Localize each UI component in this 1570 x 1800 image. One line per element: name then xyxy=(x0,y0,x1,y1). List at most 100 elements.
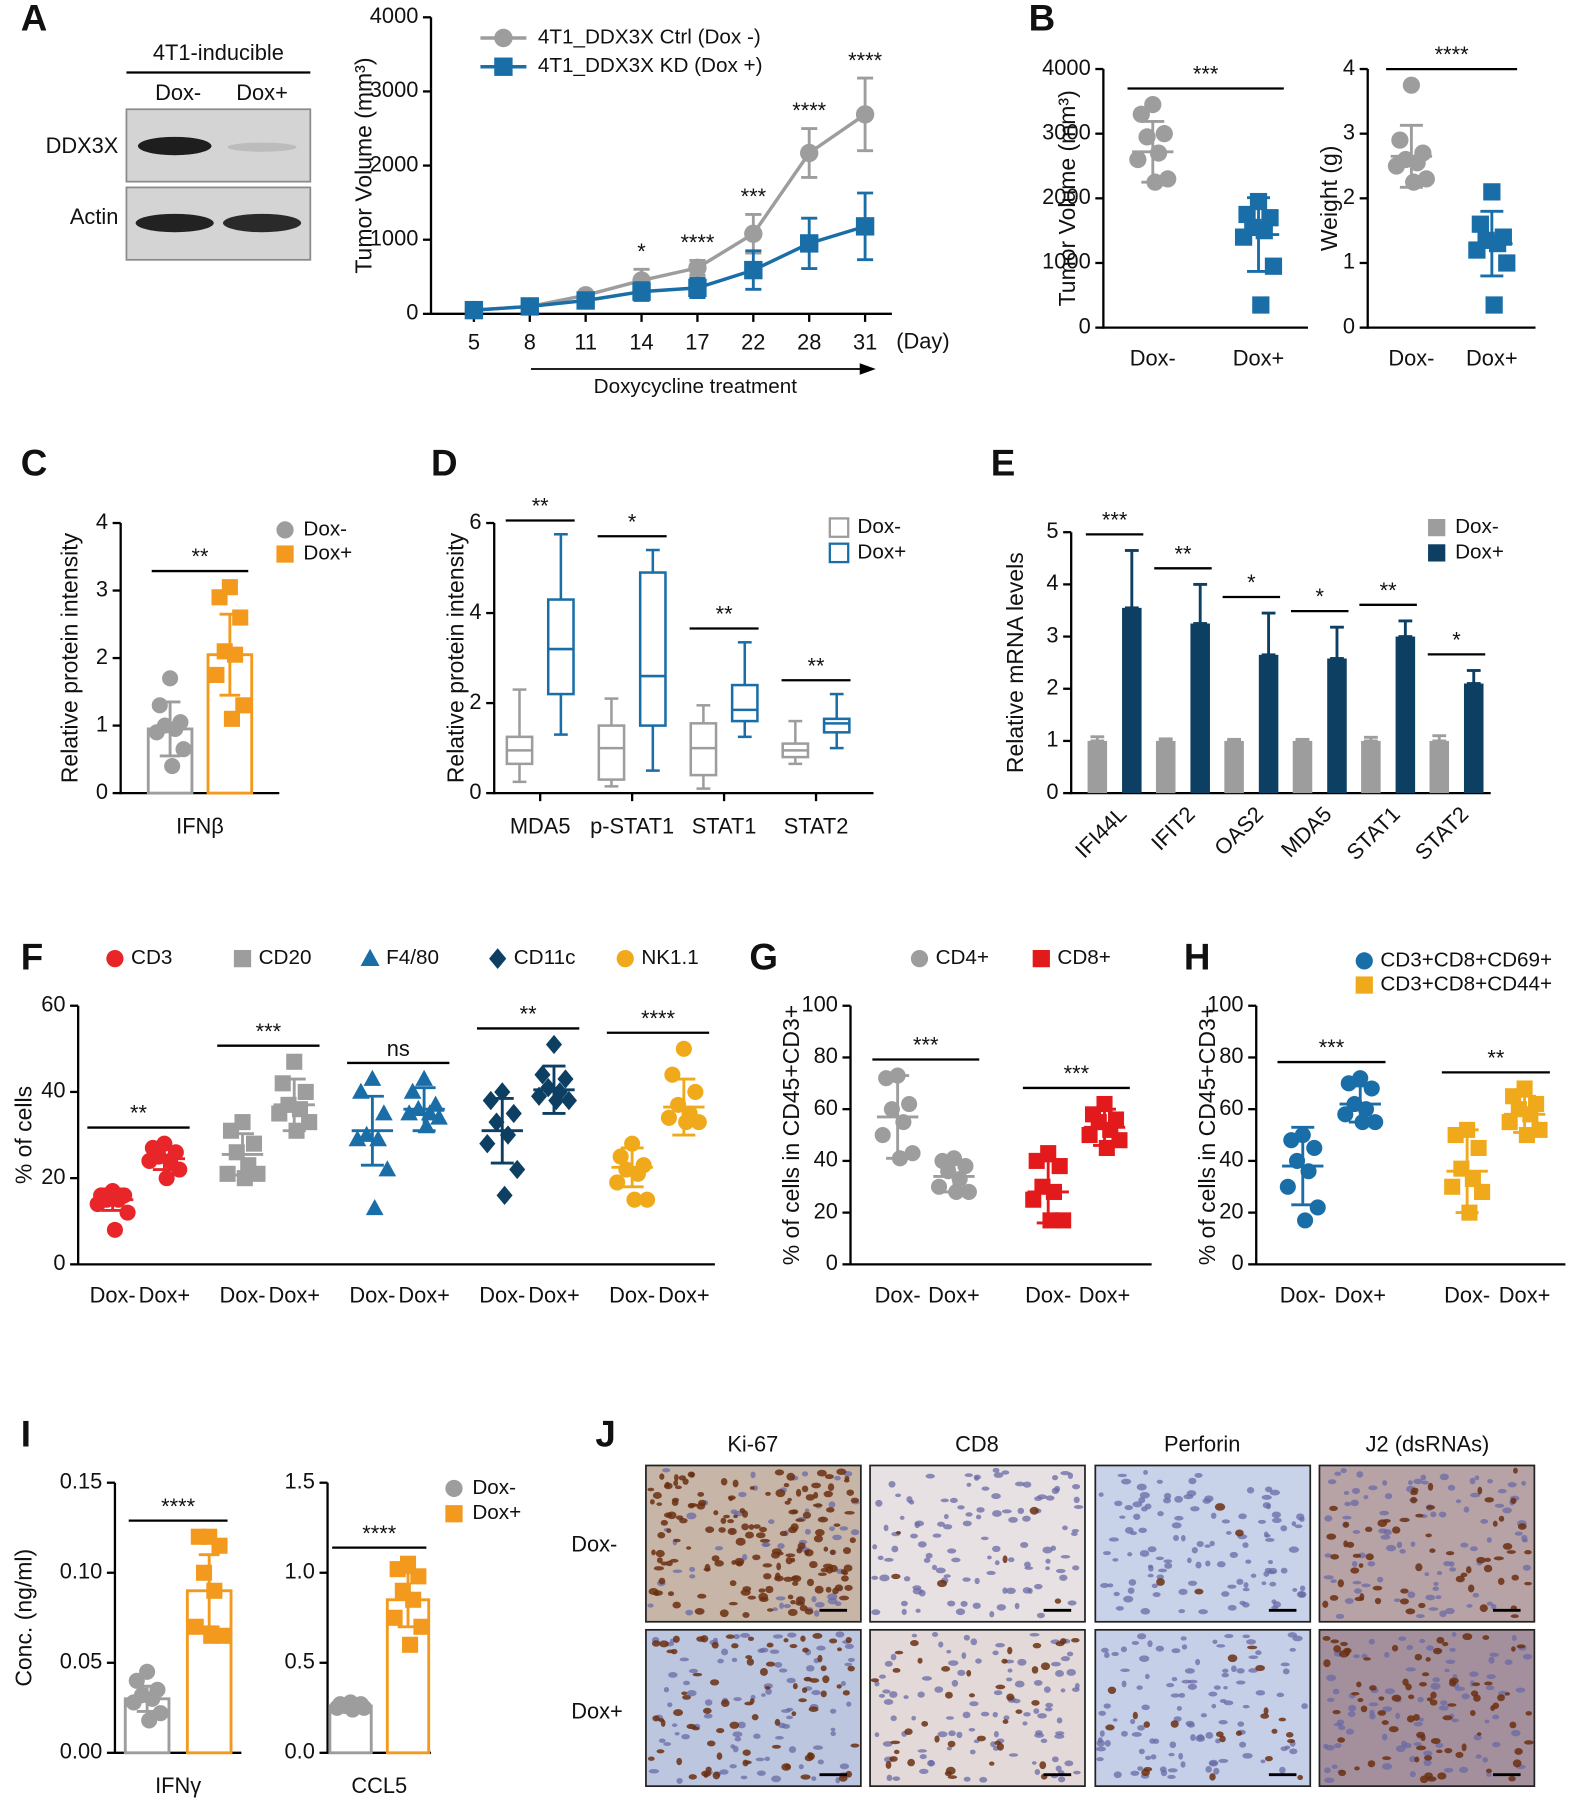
stained-cell xyxy=(672,1601,681,1609)
nucleus xyxy=(1066,1651,1074,1657)
legend-marker xyxy=(276,545,294,563)
stained-cell xyxy=(1429,1548,1436,1553)
nucleus xyxy=(686,1689,697,1697)
nucleus xyxy=(1356,1471,1364,1478)
data-point xyxy=(249,1165,266,1182)
stained-cell xyxy=(817,1654,823,1663)
stained-cell xyxy=(1485,1768,1493,1774)
stained-cell xyxy=(1337,1579,1344,1588)
nucleus xyxy=(1486,1537,1492,1543)
y-tick-label: 0 xyxy=(1231,1250,1243,1275)
nucleus xyxy=(1239,1741,1247,1748)
stained-cell xyxy=(653,1590,663,1596)
nucleus xyxy=(1507,1481,1517,1488)
nucleus xyxy=(1242,1704,1250,1709)
x-tick-label: STAT1 xyxy=(1342,801,1405,864)
y-tick-label: 100 xyxy=(801,992,837,1017)
nucleus xyxy=(1426,1645,1434,1651)
legend-marker xyxy=(494,57,513,76)
nucleus xyxy=(1114,1500,1123,1507)
nucleus xyxy=(1487,1478,1494,1484)
data-point xyxy=(520,297,539,316)
nucleus xyxy=(938,1641,944,1648)
nucleus xyxy=(1486,1674,1496,1680)
data-point xyxy=(576,291,595,310)
stained-cell xyxy=(1444,1748,1453,1754)
nucleus xyxy=(1044,1707,1053,1712)
stained-cell xyxy=(1382,1518,1391,1523)
stained-cell xyxy=(765,1585,774,1594)
nucleus xyxy=(931,1564,938,1571)
stained-cell xyxy=(1297,1774,1304,1780)
legend-label: 4T1_DDX3X KD (Dox +) xyxy=(538,54,763,77)
y-tick-label: 0.10 xyxy=(60,1559,102,1584)
nucleus xyxy=(658,1738,666,1743)
significance-label: ** xyxy=(191,544,208,569)
stained-cell xyxy=(666,1649,674,1654)
stained-cell xyxy=(658,1718,665,1723)
nucleus xyxy=(1204,1544,1211,1548)
ihc-image xyxy=(645,1464,862,1623)
nucleus xyxy=(963,1634,970,1641)
data-point xyxy=(1483,183,1501,201)
y-tick-label: 3000 xyxy=(370,77,419,102)
data-point xyxy=(175,741,192,758)
stained-cell xyxy=(1470,1690,1479,1697)
stained-cell xyxy=(1524,1740,1534,1745)
stained-cell xyxy=(712,1771,721,1780)
nucleus xyxy=(740,1633,751,1638)
stain-label: Ki-67 xyxy=(727,1432,778,1457)
x-tick-label: MDA5 xyxy=(510,813,571,838)
stained-cell xyxy=(689,1471,695,1478)
nucleus xyxy=(804,1508,810,1513)
y-axis-label: Weight (g) xyxy=(1316,146,1342,252)
stained-cell xyxy=(1326,1533,1337,1540)
y-tick-label: 60 xyxy=(41,992,65,1017)
nucleus xyxy=(1074,1682,1080,1690)
stained-cell xyxy=(1424,1755,1433,1761)
nucleus xyxy=(740,1775,748,1780)
y-tick-label: 2 xyxy=(1343,184,1355,209)
nucleus xyxy=(672,1569,683,1574)
stained-cell xyxy=(836,1647,842,1652)
nucleus xyxy=(1382,1480,1388,1486)
stained-cell xyxy=(1427,1482,1434,1491)
stained-cell xyxy=(798,1698,807,1703)
nucleus xyxy=(957,1505,965,1510)
nucleus xyxy=(1073,1505,1084,1510)
stained-cell xyxy=(839,1595,850,1601)
nucleus xyxy=(1171,1522,1182,1529)
stained-cell xyxy=(806,1578,815,1587)
data-point xyxy=(488,1112,505,1132)
data-point xyxy=(482,1090,499,1111)
stained-cell xyxy=(843,1564,853,1572)
nucleus xyxy=(872,1544,878,1550)
nucleus xyxy=(817,1759,824,1765)
nucleus xyxy=(895,1493,902,1498)
nucleus xyxy=(1361,1653,1368,1659)
nucleus xyxy=(1033,1708,1040,1714)
nucleus xyxy=(921,1676,933,1681)
data-point xyxy=(878,1070,895,1087)
stained-cell xyxy=(742,1611,750,1618)
nucleus xyxy=(1196,1540,1204,1548)
stained-cell xyxy=(787,1497,792,1502)
nucleus xyxy=(934,1686,944,1693)
nucleus xyxy=(835,1631,845,1638)
stained-cell xyxy=(660,1519,669,1526)
nucleus xyxy=(1173,1534,1179,1541)
data-point xyxy=(389,1561,406,1578)
panel-letter: G xyxy=(749,936,778,977)
nucleus xyxy=(1147,1546,1157,1553)
nucleus xyxy=(671,1723,678,1728)
nucleus xyxy=(805,1665,815,1672)
stained-cell xyxy=(1415,1745,1427,1751)
nucleus xyxy=(974,1577,980,1585)
nucleus xyxy=(1419,1638,1426,1644)
stained-cell xyxy=(1405,1608,1416,1615)
stained-cell xyxy=(807,1752,814,1758)
nucleus xyxy=(1243,1582,1249,1589)
nucleus xyxy=(1178,1752,1184,1760)
stained-cell xyxy=(763,1573,772,1580)
nucleus xyxy=(775,1736,784,1740)
